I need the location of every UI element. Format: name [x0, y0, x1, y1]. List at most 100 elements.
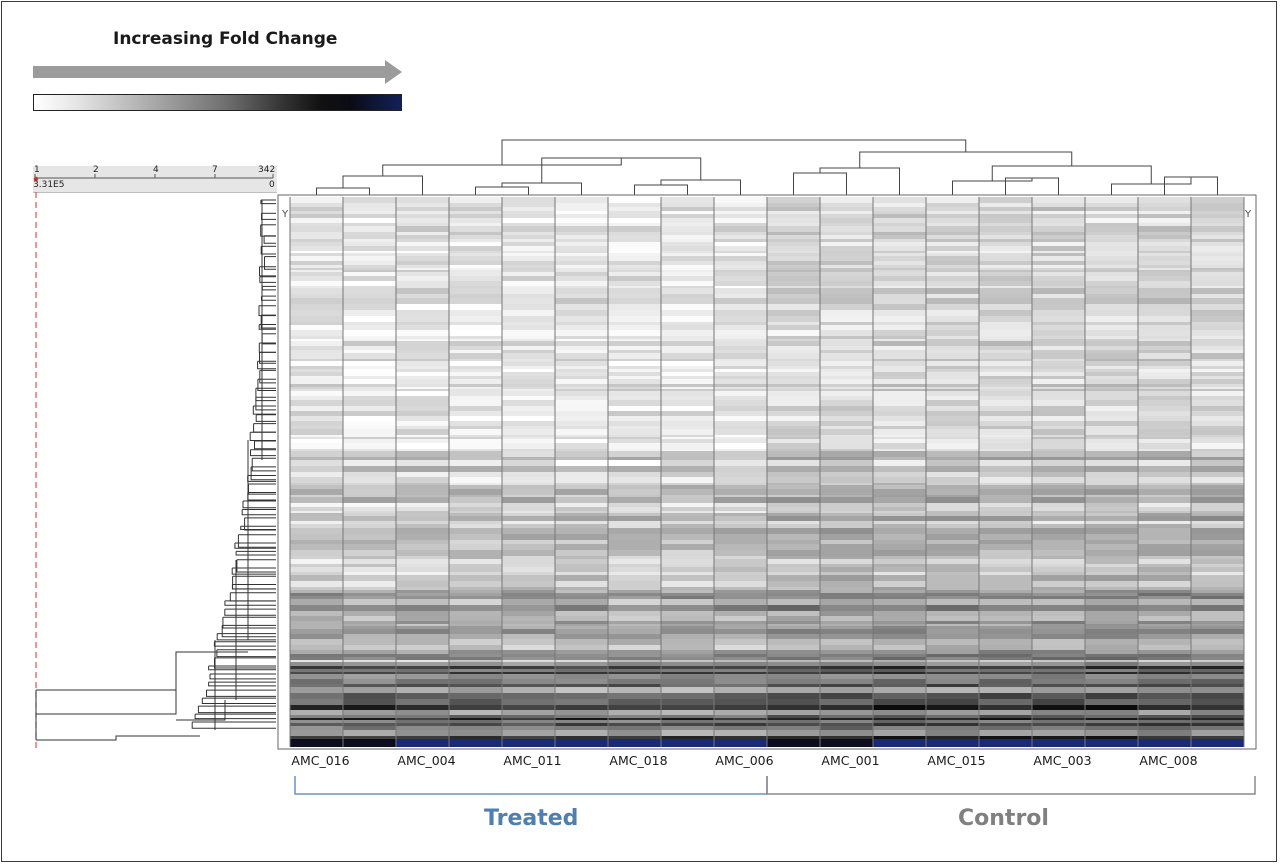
heatmap-cell [661, 639, 715, 645]
heatmap-cell [1138, 294, 1192, 298]
heatmap-cell [1191, 272, 1245, 276]
heatmap-cell [1032, 435, 1086, 437]
heatmap-cell [555, 654, 609, 657]
heatmap-cell [396, 322, 450, 325]
heatmap-cell [873, 650, 927, 654]
heatmap-cell [820, 376, 874, 379]
fold-change-arrow [33, 59, 403, 85]
heatmap-cell [1085, 211, 1139, 214]
heatmap-cell [979, 745, 1033, 747]
heatmap-cell [1085, 654, 1139, 657]
heatmap-cell [502, 556, 556, 559]
heatmap-cell [979, 451, 1033, 457]
heatmap-cell [767, 567, 821, 572]
heatmap-cell [502, 639, 556, 645]
heatmap-cell [502, 684, 556, 687]
heatmap-cell [714, 384, 768, 387]
heatmap-cell [1138, 540, 1192, 544]
heatmap-cell [502, 495, 556, 497]
heatmap-cell [767, 276, 821, 281]
heatmap-cell [1032, 666, 1086, 669]
heatmap-cell [343, 288, 397, 294]
heatmap-cell [449, 223, 503, 226]
heatmap-cell [1138, 666, 1192, 669]
heatmap-cell [290, 679, 344, 684]
heatmap-cell [608, 596, 662, 599]
heatmap-cell [1032, 672, 1086, 674]
heatmap-cell [1138, 466, 1192, 472]
heatmap-cell [820, 723, 874, 726]
column-label: AMC_006 [715, 753, 774, 768]
heatmap-cell [1138, 443, 1192, 449]
heatmap-cell [820, 705, 874, 710]
heatmap-cell [1085, 276, 1139, 281]
heatmap-cell [396, 674, 450, 679]
heatmap-cell [608, 310, 662, 316]
heatmap-cell [1032, 736, 1086, 739]
heatmap-cell [449, 575, 503, 581]
heatmap-cell [555, 466, 609, 472]
heatmap-cell [820, 272, 874, 276]
heatmap-cell [396, 726, 450, 730]
heatmap-cell [767, 581, 821, 587]
heatmap-cell [608, 564, 662, 567]
heatmap-cell [396, 528, 450, 534]
heatmap-cell [1191, 626, 1245, 629]
row-dendrogram-branch [36, 735, 200, 741]
heatmap-cell [555, 207, 609, 211]
heatmap-cell [449, 239, 503, 242]
heatmap-cell [926, 268, 980, 270]
heatmap-cell [1085, 621, 1139, 624]
heatmap-cell [290, 261, 344, 265]
heatmap-cell [396, 489, 450, 495]
heatmap-cell [926, 605, 980, 611]
row-dendrogram-branch [254, 441, 276, 450]
heatmap-cell [1032, 730, 1086, 736]
heatmap-cell [820, 288, 874, 294]
heatmap-cell [1032, 242, 1086, 246]
heatmap-cell [449, 669, 503, 672]
heatmap-cell [926, 261, 980, 265]
heatmap-cell [873, 387, 927, 389]
heatmap-cell [1191, 265, 1245, 268]
heatmap-cell [396, 406, 450, 411]
heatmap-cell [1191, 593, 1245, 596]
heatmap-cell [1032, 203, 1086, 207]
heatmap-cell [873, 235, 927, 239]
heatmap-cell [1191, 657, 1245, 660]
heatmap-cell [1191, 720, 1245, 723]
heatmap-cell [979, 723, 1033, 726]
heatmap-cell [820, 550, 874, 556]
heatmap-cell [873, 366, 927, 369]
heatmap-cell [714, 197, 768, 203]
heatmap-cell [767, 699, 821, 705]
ruler-tick-label: 342 [258, 165, 276, 175]
heatmap-cell [873, 679, 927, 684]
heatmap-cell [1138, 246, 1192, 251]
heatmap-cell [1032, 400, 1086, 406]
heatmap-cell [555, 483, 609, 485]
heatmap-cell [661, 540, 715, 544]
heatmap-cell [555, 330, 609, 336]
heatmap-cell [449, 253, 503, 256]
heatmap-cell [1085, 207, 1139, 211]
heatmap-cell [1032, 251, 1086, 253]
heatmap-cell [979, 575, 1033, 581]
heatmap-cell [396, 294, 450, 298]
heatmap-cell [979, 587, 1033, 590]
heatmap-cell [290, 662, 344, 666]
heatmap-cell [979, 281, 1033, 286]
heatmap-cell [343, 699, 397, 705]
heatmap-cell [926, 472, 980, 477]
heatmap-cell [449, 226, 503, 232]
dendrogram-ruler: 1 2 4 7 342 3.31E5 0 [33, 165, 277, 193]
heatmap-cell [555, 550, 609, 556]
heatmap-cell [343, 387, 397, 389]
heatmap-cell [873, 242, 927, 246]
heatmap-cell [926, 232, 980, 235]
heatmap-cell [608, 379, 662, 384]
heatmap-cell [661, 544, 715, 550]
heatmap-cell [343, 272, 397, 276]
heatmap-cell [1085, 346, 1139, 350]
heatmap-cell [1032, 207, 1086, 211]
